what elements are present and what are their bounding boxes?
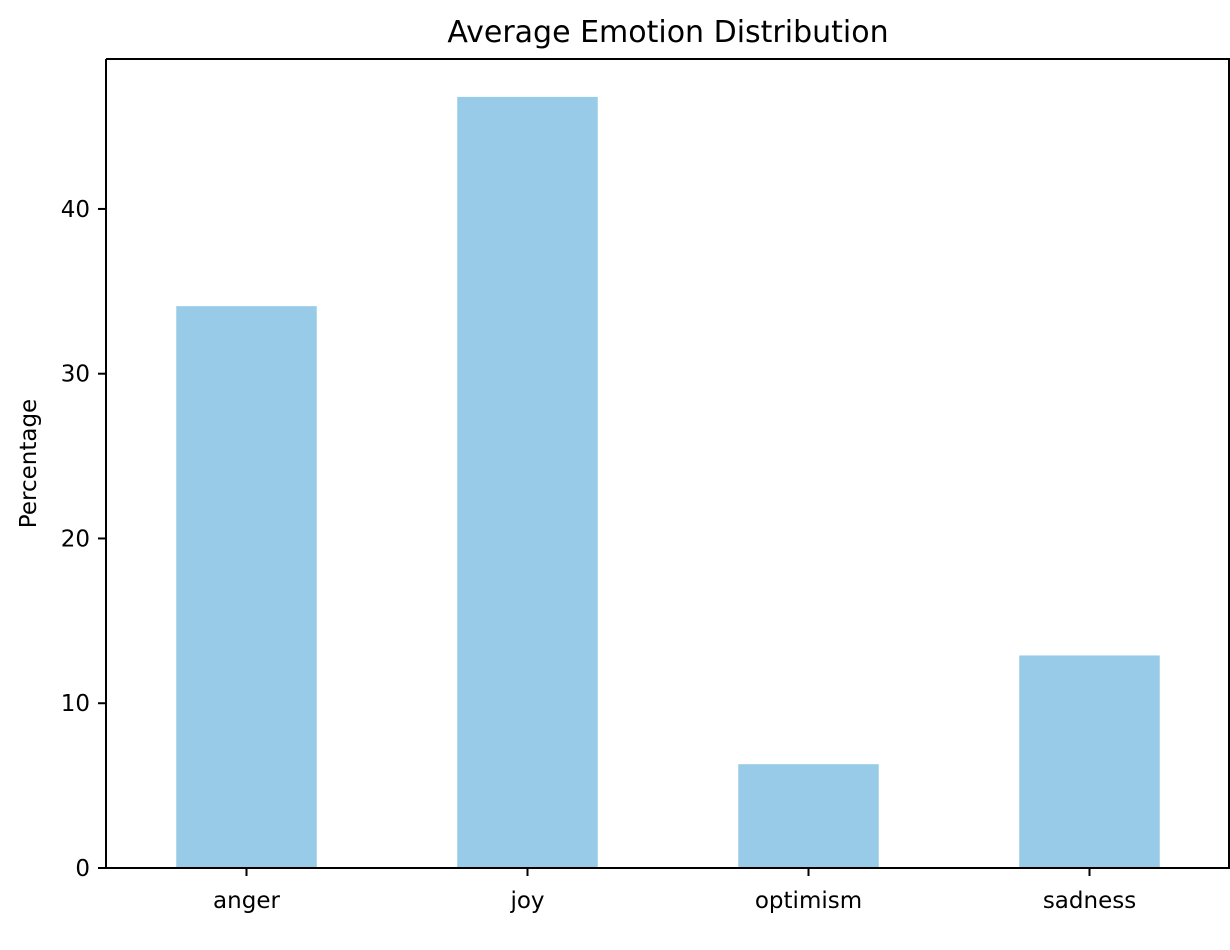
x-tick-label-sadness: sadness bbox=[1043, 888, 1136, 914]
y-ticks-group: 0 10 20 30 40 bbox=[61, 197, 106, 882]
x-tick-label-anger: anger bbox=[213, 888, 280, 914]
y-tick-label: 30 bbox=[61, 362, 90, 388]
bar-joy bbox=[457, 97, 598, 868]
x-ticks-group: anger joy optimism sadness bbox=[213, 868, 1136, 914]
y-tick-label: 0 bbox=[75, 856, 90, 882]
bar-anger bbox=[176, 306, 317, 868]
y-axis-label: Percentage bbox=[16, 399, 42, 528]
x-tick-label-joy: joy bbox=[509, 888, 544, 914]
bar-sadness bbox=[1019, 655, 1160, 868]
bars-group bbox=[176, 97, 1160, 868]
bar-optimism bbox=[738, 764, 879, 868]
x-tick-label-optimism: optimism bbox=[755, 888, 862, 914]
chart-title: Average Emotion Distribution bbox=[447, 15, 888, 50]
y-tick-label: 10 bbox=[61, 691, 90, 717]
y-tick-label: 20 bbox=[61, 526, 90, 552]
y-tick-label: 40 bbox=[61, 197, 90, 223]
